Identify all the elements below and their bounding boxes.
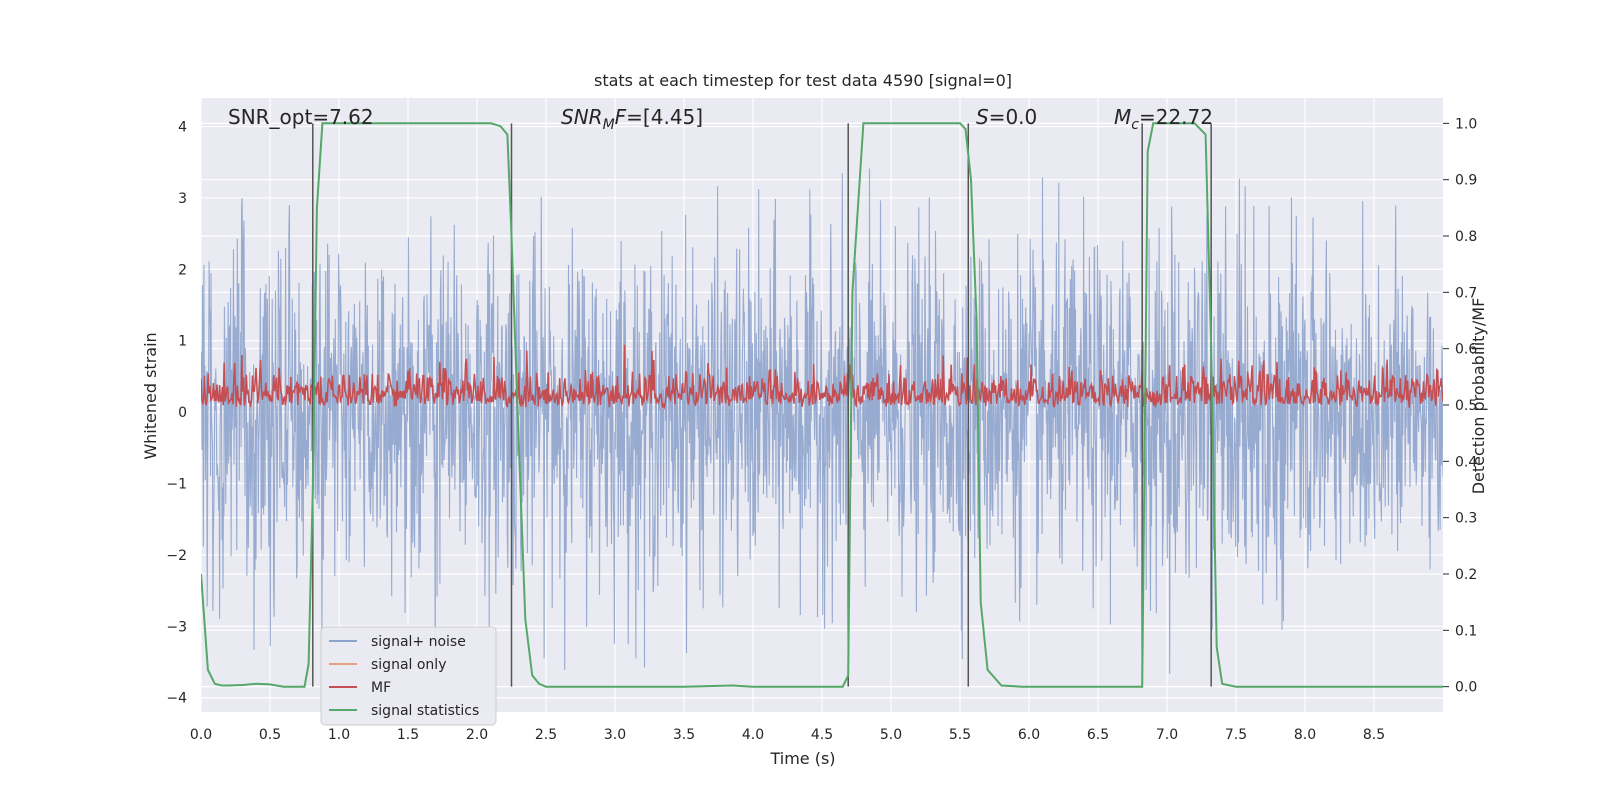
legend-label: MF xyxy=(371,680,391,696)
y-axis-ticks: −4 −3 −2 −1 0 1 2 3 4 xyxy=(166,120,187,707)
y-tick-label: 2 xyxy=(178,262,187,278)
x-tick-label: 1.5 xyxy=(397,727,419,743)
x-tick-label: 5.5 xyxy=(949,727,971,743)
x-tick-label: 6.0 xyxy=(1018,727,1040,743)
x-tick-label: 5.0 xyxy=(880,727,902,743)
y-tick-label: −1 xyxy=(166,477,187,493)
x-axis-label: Time (s) xyxy=(769,749,835,768)
series-signal-statistics xyxy=(201,122,1443,688)
legend-box xyxy=(320,626,497,726)
x-tick-label: 6.5 xyxy=(1087,727,1109,743)
legend-label: signal statistics xyxy=(371,703,479,719)
x-tick-label: 2.5 xyxy=(535,727,557,743)
y2-tick-label: 0.7 xyxy=(1455,285,1477,301)
y2-tick-label: 0.6 xyxy=(1455,342,1477,358)
x-tick-label: 4.5 xyxy=(811,727,833,743)
y2-axis-label: Detection probability/MF xyxy=(1469,298,1488,495)
y-tick-label: 0 xyxy=(178,405,187,421)
x-tick-label: 3.5 xyxy=(673,727,695,743)
x-tick-label: 7.5 xyxy=(1225,727,1247,743)
y2-tick-label: 0.9 xyxy=(1455,173,1477,189)
annotations: SNR_opt=7.62 SNRMF=[4.45] S=0.0 Mc=22.72 xyxy=(228,105,1213,133)
series-signal-noise xyxy=(201,168,1443,674)
x-axis-ticks: 0.0 0.5 1.0 1.5 2.0 2.5 3.0 3.5 4.0 4.5 5.0 5.5 6.0 6… xyxy=(190,727,1385,743)
x-tick-label: 8.5 xyxy=(1363,727,1385,743)
y-tick-label: 1 xyxy=(178,334,187,350)
annotation-mc: Mc=22.72 xyxy=(1114,105,1213,133)
y2-tick-label: 0.5 xyxy=(1455,398,1477,414)
x-tick-label: 0.0 xyxy=(190,727,212,743)
mf-trace xyxy=(201,344,1443,410)
y-tick-label: −4 xyxy=(166,691,187,707)
y2-tick-label: 1.0 xyxy=(1455,116,1477,132)
legend-label: signal+ noise xyxy=(371,634,466,650)
series-mf xyxy=(201,344,1443,410)
y2-tick-label: 0.2 xyxy=(1455,567,1477,583)
y-tick-label: −3 xyxy=(166,619,187,635)
x-tick-label: 2.0 xyxy=(466,727,488,743)
chart-title: stats at each timestep for test data 459… xyxy=(594,71,1012,90)
y-tick-label: 4 xyxy=(178,120,187,136)
y2-tick-label: 0.0 xyxy=(1455,680,1477,696)
y-axis-label: Whitened strain xyxy=(141,332,160,459)
y2-tick-label: 0.3 xyxy=(1455,511,1477,527)
y2-axis-ticks: 0.0 0.1 0.2 0.3 0.4 0.5 0.6 0.7 0.8 0.9 1.0 xyxy=(1443,116,1477,696)
y2-tick-label: 0.1 xyxy=(1455,623,1477,639)
y2-tick-label: 0.4 xyxy=(1455,454,1477,470)
annotation-s: S=0.0 xyxy=(976,105,1037,129)
x-tick-label: 0.5 xyxy=(259,727,281,743)
x-tick-label: 4.0 xyxy=(742,727,764,743)
y-tick-label: −2 xyxy=(166,548,187,564)
plot-area xyxy=(201,122,1443,688)
legend-label: signal only xyxy=(371,657,446,673)
y2-tick-label: 0.8 xyxy=(1455,229,1477,245)
stats-line xyxy=(201,122,1443,688)
noise-trace xyxy=(201,168,1443,674)
x-tick-label: 7.0 xyxy=(1156,727,1178,743)
x-tick-label: 3.0 xyxy=(604,727,626,743)
annotation-snr-mf: SNRMF=[4.45] xyxy=(561,105,703,133)
x-tick-label: 8.0 xyxy=(1294,727,1316,743)
y-tick-label: 3 xyxy=(178,191,187,207)
x-tick-label: 1.0 xyxy=(328,727,350,743)
annotation-snr-opt: SNR_opt=7.62 xyxy=(228,105,374,129)
legend: signal+ noise signal only MF signal statist… xyxy=(320,626,497,726)
